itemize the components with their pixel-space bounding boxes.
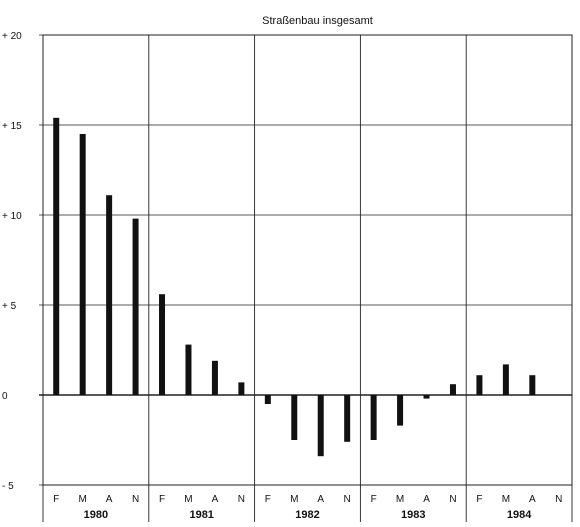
- month-tick-label: N: [344, 494, 351, 505]
- bar-1984-M: [502, 364, 509, 395]
- bar-1982-M: [291, 395, 298, 440]
- month-tick-label: M: [290, 494, 298, 505]
- bar-1981-N: [238, 382, 245, 395]
- month-tick-label: N: [555, 494, 562, 505]
- month-tick-label: M: [79, 494, 87, 505]
- bar-1982-F: [264, 395, 271, 404]
- month-tick-label: N: [238, 494, 245, 505]
- bar-1983-F: [370, 395, 377, 440]
- bars: [53, 117, 536, 457]
- bar-1984-A: [529, 375, 536, 395]
- year-tick-label: 1984: [507, 509, 532, 521]
- month-tick-label: A: [317, 494, 324, 505]
- bar-1981-M: [185, 344, 192, 395]
- bar-1982-N: [344, 395, 351, 442]
- year-tick-label: 1981: [189, 509, 213, 521]
- month-tick-label: N: [449, 494, 456, 505]
- year-tick-label: 1982: [295, 509, 319, 521]
- bar-1981-A: [211, 360, 218, 395]
- bar-1980-N: [132, 218, 139, 395]
- y-tick-label: + 15: [2, 121, 22, 132]
- y-tick-label: - 5: [2, 481, 14, 492]
- month-tick-label: N: [132, 494, 139, 505]
- month-tick-label: A: [423, 494, 430, 505]
- month-tick-label: M: [502, 494, 510, 505]
- month-tick-label: M: [184, 494, 192, 505]
- bar-1983-N: [449, 384, 456, 395]
- y-tick-label: + 20: [2, 31, 22, 42]
- bar-1983-A: [423, 395, 430, 399]
- bar-1982-A: [317, 395, 324, 457]
- axis-labels: + 20 + 15 + 10 + 5 0 - 5 F M A N 1980 F M A N 1981 F M A N 1…: [2, 31, 562, 521]
- year-tick-label: 1983: [401, 509, 425, 521]
- year-tick-label: 1980: [84, 509, 108, 521]
- chart-title: Straßenbau insgesamt: [262, 15, 373, 27]
- month-tick-label: A: [529, 494, 536, 505]
- grid: [39, 34, 573, 522]
- month-tick-label: F: [476, 494, 482, 505]
- month-tick-label: A: [212, 494, 219, 505]
- month-tick-label: F: [371, 494, 377, 505]
- bar-1980-A: [106, 195, 113, 395]
- bar-1980-F: [53, 117, 60, 396]
- plot-frame: [42, 34, 573, 486]
- y-tick-label: + 10: [2, 211, 22, 222]
- y-tick-label: + 5: [2, 301, 17, 312]
- bar-1980-M: [79, 134, 86, 395]
- bar-1981-F: [159, 294, 166, 395]
- month-tick-label: A: [106, 494, 113, 505]
- month-tick-label: F: [53, 494, 59, 505]
- y-tick-label: 0: [2, 391, 8, 402]
- month-tick-label: M: [396, 494, 404, 505]
- bar-1983-M: [397, 395, 404, 426]
- bar-1984-F: [476, 375, 483, 395]
- month-tick-label: F: [159, 494, 165, 505]
- month-tick-label: F: [265, 494, 271, 505]
